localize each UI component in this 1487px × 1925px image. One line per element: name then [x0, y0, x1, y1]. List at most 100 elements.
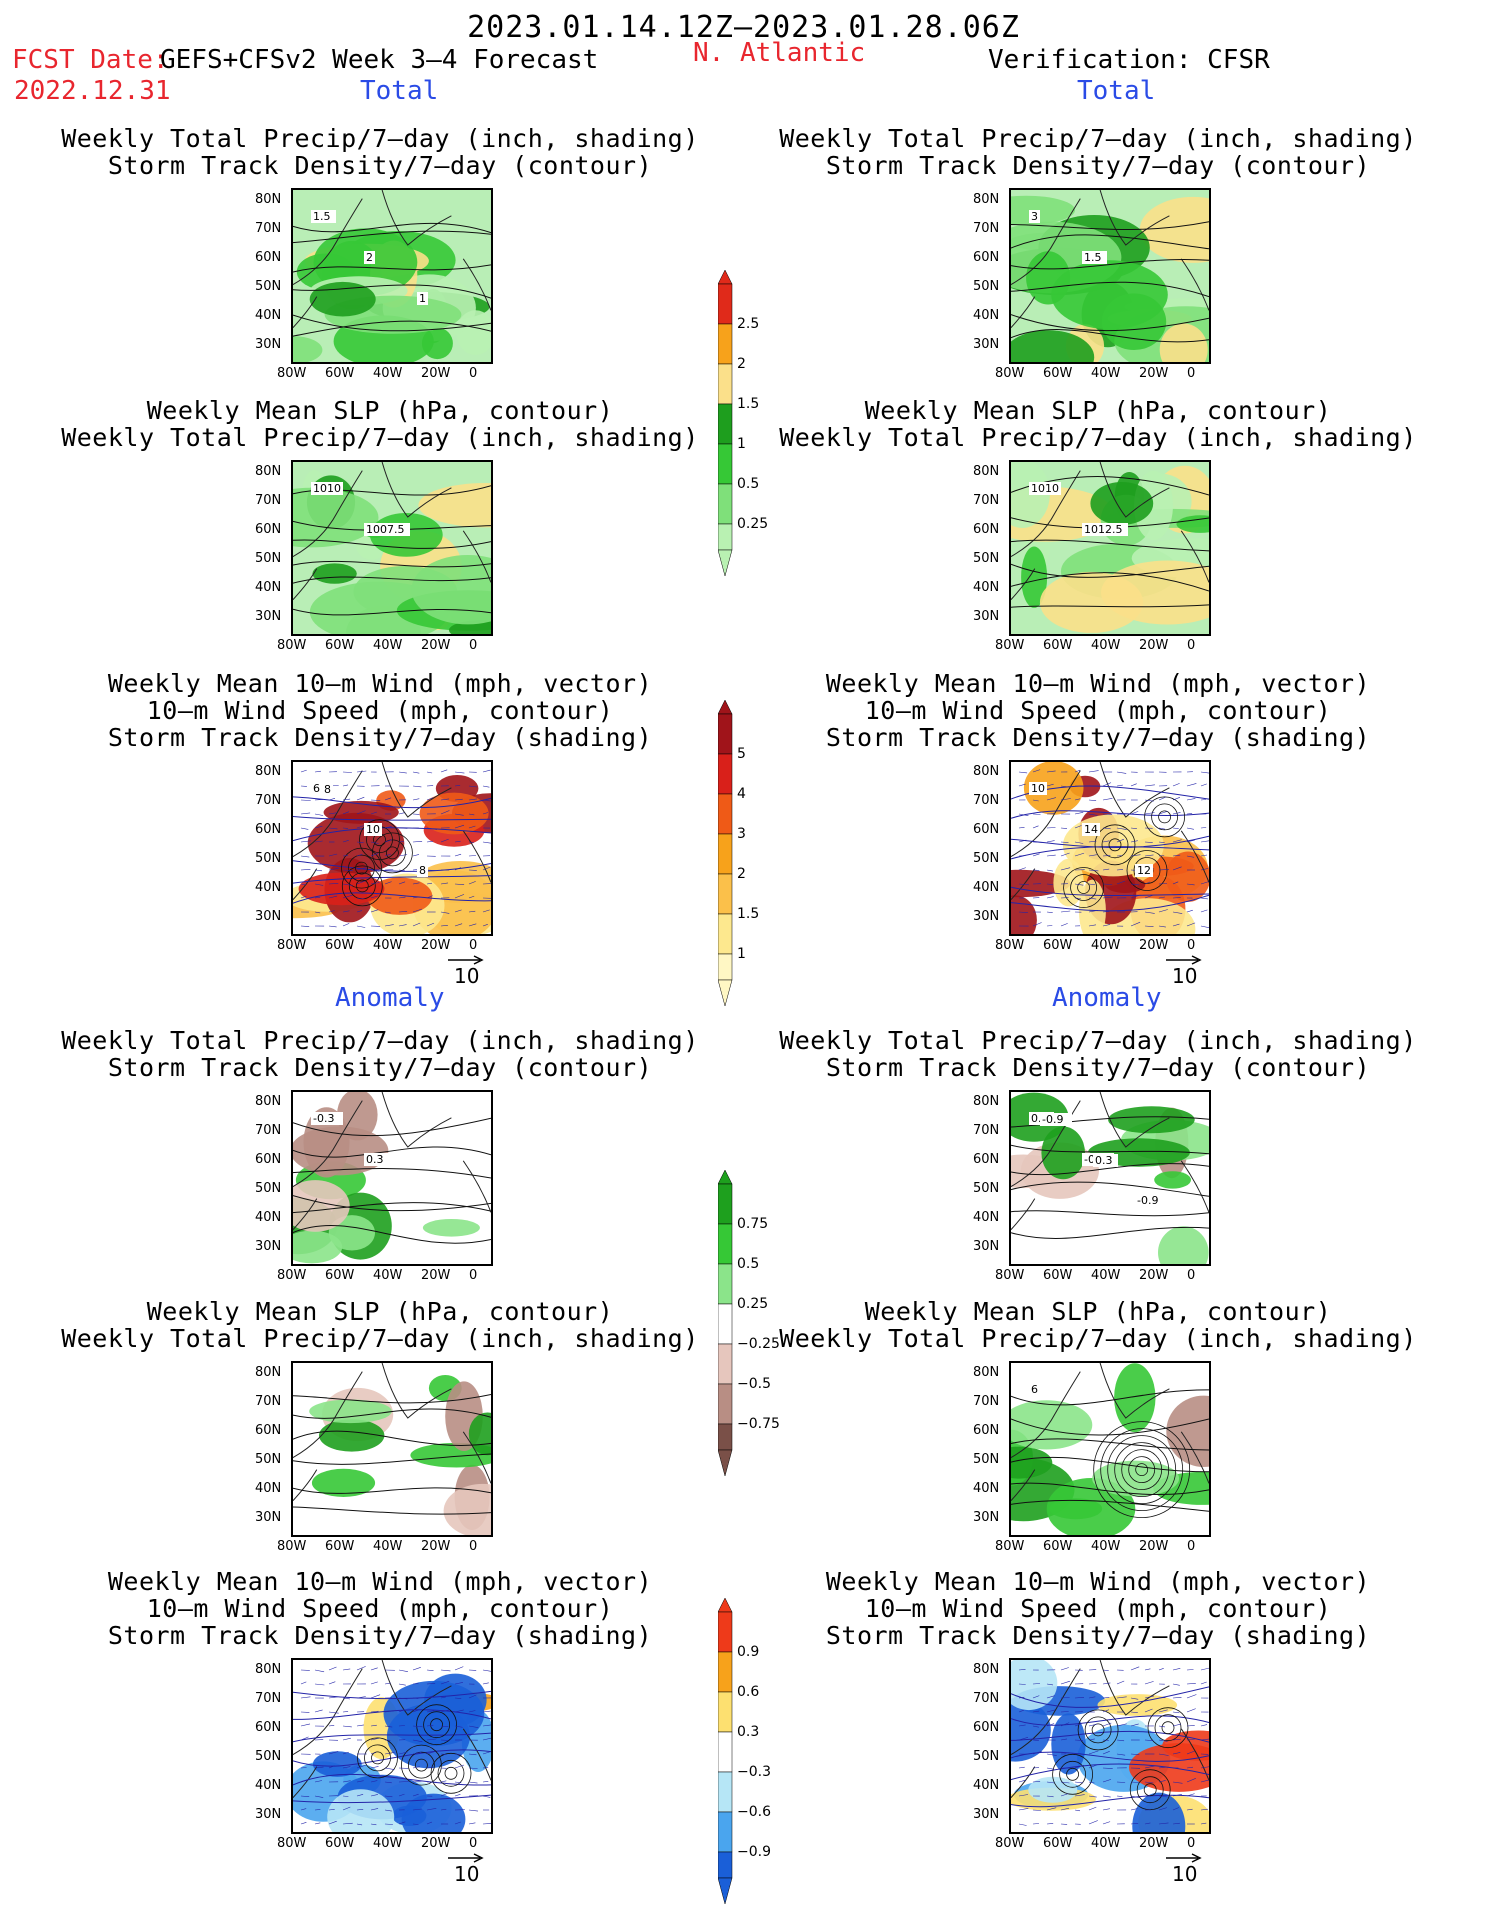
wind-vector — [1144, 812, 1155, 815]
contour-label: 1 — [417, 292, 428, 305]
wind-vector — [1032, 1695, 1040, 1699]
wind-vector — [300, 1822, 307, 1825]
wind-vector — [482, 866, 491, 871]
wind-vector — [412, 882, 420, 885]
wind-vector — [1032, 825, 1039, 829]
contour-ring — [1108, 838, 1122, 852]
wind-vector — [468, 1781, 478, 1784]
lat-tick-label: 30N — [255, 909, 282, 924]
wind-vector — [1158, 909, 1168, 913]
wind-vector — [1060, 1738, 1068, 1741]
wind-vector — [1032, 813, 1041, 815]
lon-tick-label: 60W — [1043, 938, 1073, 953]
wind-vector — [328, 812, 338, 815]
wind-vector — [426, 869, 436, 871]
wind-vector — [1046, 1709, 1055, 1713]
contour-line — [1011, 810, 1209, 819]
panel-title-line: Weekly Mean SLP (hPa, contour) — [864, 396, 1332, 425]
wind-vector — [1060, 1793, 1069, 1797]
wind-vector — [412, 1667, 421, 1671]
wind-vector — [1102, 1821, 1111, 1825]
svg-text:1007.5: 1007.5 — [366, 523, 405, 536]
wind-vector — [342, 1795, 349, 1797]
panel-title-line: Weekly Mean 10–m Wind (mph, vector) — [107, 669, 653, 698]
contour-line — [293, 1732, 491, 1743]
wind-vector — [412, 854, 420, 857]
wind-vector — [1032, 853, 1040, 857]
wind-vector — [1074, 1809, 1081, 1812]
wind-vector — [1018, 839, 1027, 843]
wind-vector — [384, 853, 391, 857]
colorbar-segment — [718, 1263, 733, 1305]
lon-tick-label: 60W — [325, 1268, 355, 1283]
wind-vector — [482, 924, 488, 927]
lon-tick-label: 60W — [325, 1836, 355, 1851]
wind-vector — [1102, 883, 1113, 885]
wind-vector — [384, 1781, 392, 1784]
map-svg: 10 14 12 — [1011, 762, 1209, 934]
wind-vector — [1116, 1753, 1126, 1756]
lat-tick-label: 70N — [973, 1394, 1000, 1409]
lat-tick-label: 50N — [255, 551, 282, 566]
colorbar-cap — [718, 1170, 733, 1185]
shading-region — [293, 336, 323, 362]
wind-vector — [454, 883, 465, 885]
wind-vector — [356, 867, 367, 871]
svg-text:1010: 1010 — [313, 482, 341, 495]
wind-vector — [440, 798, 450, 801]
wind-vector — [342, 923, 350, 927]
shading-region — [1051, 260, 1168, 330]
wind-vector — [454, 853, 462, 857]
colorbar-segment — [718, 363, 733, 405]
wind-vector — [398, 1821, 406, 1825]
lon-tick-label: 80W — [995, 938, 1025, 953]
lat-tick-label: 50N — [255, 1452, 282, 1467]
wind-vector — [1046, 783, 1054, 787]
contour-label: -0.3 — [311, 1112, 343, 1125]
wind-vector — [384, 797, 392, 801]
wind-vector — [412, 841, 423, 843]
wind-vector — [412, 896, 419, 899]
wind-vector — [468, 813, 475, 816]
wind-vector — [370, 1808, 379, 1811]
shading-region — [1011, 1446, 1053, 1479]
wind-vector — [1032, 1823, 1040, 1825]
contour-line — [1011, 572, 1209, 592]
wind-vector — [1018, 1724, 1026, 1727]
lon-tick-label: 80W — [995, 366, 1025, 381]
wind-vector — [1088, 1795, 1097, 1798]
wind-vector — [454, 771, 465, 774]
contour-line — [1011, 1144, 1209, 1155]
lon-tick-label: 20W — [1139, 366, 1169, 381]
wind-vector — [1130, 783, 1137, 787]
lon-tick-label: 0 — [469, 638, 478, 653]
panel-title-line: Storm Track Density/7–day (shading) — [107, 1621, 653, 1650]
wind-vector — [1088, 770, 1099, 773]
wind-vector — [1172, 797, 1181, 801]
wind-vector — [440, 1669, 451, 1672]
colorbar-label: 0.6 — [737, 1684, 760, 1700]
contour-ring — [423, 1711, 451, 1739]
wind-vector — [398, 771, 407, 774]
wind-vector — [426, 797, 434, 801]
contour-line — [293, 1168, 491, 1179]
coastline — [293, 762, 491, 900]
contour-label: 1010 — [311, 482, 343, 495]
svg-text:12: 12 — [1137, 864, 1151, 877]
wind-vector — [1116, 784, 1123, 787]
wind-vector — [1060, 798, 1071, 801]
wind-vector — [1144, 799, 1154, 802]
contour-label: 10 — [364, 823, 382, 836]
wind-vector — [356, 854, 363, 857]
wind-vector — [1172, 1738, 1181, 1741]
lon-tick-label: 20W — [421, 366, 451, 381]
coastline — [293, 190, 491, 328]
shading-region — [443, 1483, 491, 1535]
lon-tick-label: 60W — [1043, 1539, 1073, 1554]
wind-vector — [1144, 1695, 1155, 1699]
wind-vector — [370, 1724, 377, 1727]
reference-arrow-label: 10 — [454, 1862, 480, 1886]
svg-text:6: 6 — [313, 782, 320, 795]
wind-vector — [1186, 855, 1195, 858]
colorbar-label: 0.5 — [737, 1256, 760, 1272]
